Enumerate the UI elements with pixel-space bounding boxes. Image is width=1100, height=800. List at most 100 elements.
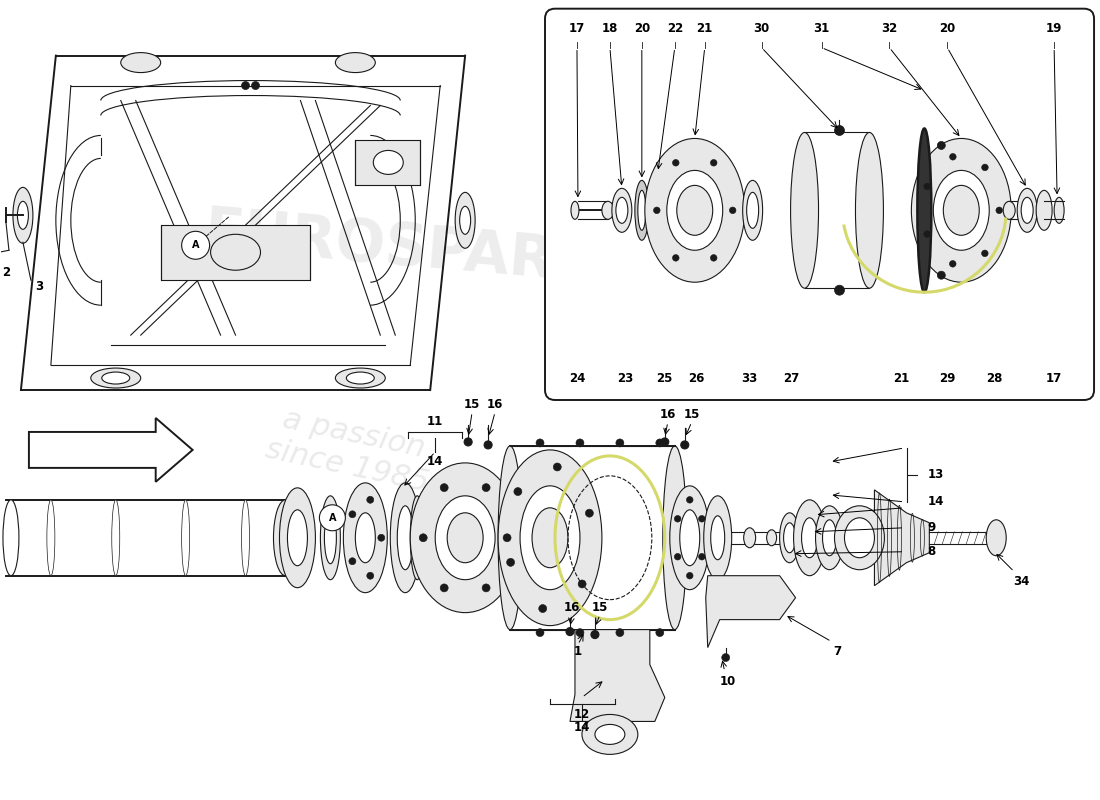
Ellipse shape <box>924 183 931 190</box>
Ellipse shape <box>343 483 387 593</box>
Ellipse shape <box>112 500 120 576</box>
Ellipse shape <box>674 554 681 560</box>
Ellipse shape <box>793 500 825 576</box>
Ellipse shape <box>648 172 668 248</box>
Polygon shape <box>29 418 192 482</box>
Ellipse shape <box>1036 190 1052 230</box>
Text: 22: 22 <box>667 22 683 35</box>
Text: 14: 14 <box>927 495 944 508</box>
Polygon shape <box>570 630 664 722</box>
Ellipse shape <box>667 170 723 250</box>
Text: 16: 16 <box>660 409 676 422</box>
Text: 28: 28 <box>986 371 1002 385</box>
Text: 27: 27 <box>783 371 800 385</box>
Text: 15: 15 <box>464 398 481 411</box>
Ellipse shape <box>791 133 818 288</box>
Text: 26: 26 <box>689 371 705 385</box>
Ellipse shape <box>729 207 736 214</box>
Ellipse shape <box>656 439 663 447</box>
Text: 31: 31 <box>813 22 829 35</box>
Ellipse shape <box>747 192 759 228</box>
Polygon shape <box>706 576 795 647</box>
Ellipse shape <box>366 496 374 503</box>
Ellipse shape <box>780 513 800 562</box>
Ellipse shape <box>3 500 19 576</box>
Ellipse shape <box>553 463 561 471</box>
Ellipse shape <box>917 129 932 292</box>
Ellipse shape <box>856 133 883 288</box>
Text: 9: 9 <box>927 522 936 534</box>
Ellipse shape <box>670 486 710 590</box>
Text: 18: 18 <box>602 22 618 35</box>
Text: A: A <box>191 240 199 250</box>
Ellipse shape <box>711 516 725 560</box>
Ellipse shape <box>482 484 491 492</box>
Ellipse shape <box>536 439 544 447</box>
Ellipse shape <box>532 508 568 568</box>
Ellipse shape <box>672 254 679 261</box>
Ellipse shape <box>320 496 340 580</box>
Ellipse shape <box>698 554 705 560</box>
Ellipse shape <box>612 188 631 232</box>
Ellipse shape <box>242 500 250 576</box>
Ellipse shape <box>996 207 1002 214</box>
Ellipse shape <box>602 202 614 219</box>
Ellipse shape <box>767 530 777 546</box>
Ellipse shape <box>419 534 427 542</box>
Text: 16: 16 <box>487 398 504 411</box>
Text: 24: 24 <box>569 371 585 385</box>
Ellipse shape <box>616 439 624 447</box>
Ellipse shape <box>1018 188 1037 232</box>
Ellipse shape <box>845 518 875 558</box>
Ellipse shape <box>366 572 374 579</box>
Text: EUROSPARES: EUROSPARES <box>201 203 639 298</box>
Text: 34: 34 <box>1013 575 1030 588</box>
Ellipse shape <box>924 230 931 238</box>
Ellipse shape <box>498 450 602 626</box>
Ellipse shape <box>591 630 598 638</box>
Ellipse shape <box>18 202 29 230</box>
Text: 13: 13 <box>927 468 944 482</box>
Ellipse shape <box>823 520 836 556</box>
Ellipse shape <box>536 629 544 637</box>
Ellipse shape <box>944 186 979 235</box>
Ellipse shape <box>663 446 686 630</box>
Ellipse shape <box>579 580 586 588</box>
Ellipse shape <box>656 629 663 637</box>
Ellipse shape <box>102 372 130 384</box>
Ellipse shape <box>686 573 693 579</box>
Ellipse shape <box>666 186 678 235</box>
Ellipse shape <box>595 725 625 745</box>
Ellipse shape <box>802 518 817 558</box>
Ellipse shape <box>686 497 693 503</box>
Ellipse shape <box>835 506 884 570</box>
Text: 20: 20 <box>634 22 650 35</box>
Ellipse shape <box>681 441 689 449</box>
Polygon shape <box>874 490 929 586</box>
Text: 19: 19 <box>1046 22 1063 35</box>
Ellipse shape <box>616 198 628 223</box>
Ellipse shape <box>711 159 717 166</box>
Ellipse shape <box>503 534 512 542</box>
Text: a passion
since 1985: a passion since 1985 <box>263 402 438 498</box>
Ellipse shape <box>1054 198 1064 223</box>
Ellipse shape <box>722 654 729 662</box>
Ellipse shape <box>373 150 404 174</box>
Ellipse shape <box>937 142 945 150</box>
Ellipse shape <box>279 488 316 588</box>
Text: 30: 30 <box>754 22 770 35</box>
Ellipse shape <box>783 522 795 553</box>
Text: 7: 7 <box>834 645 842 658</box>
Ellipse shape <box>933 170 989 250</box>
Ellipse shape <box>704 496 732 580</box>
Ellipse shape <box>410 463 520 613</box>
Ellipse shape <box>676 186 713 235</box>
Text: 8: 8 <box>927 546 936 558</box>
Text: 10: 10 <box>719 675 736 688</box>
Ellipse shape <box>566 628 574 635</box>
Text: 11: 11 <box>427 415 443 429</box>
Ellipse shape <box>744 528 756 548</box>
Text: 23: 23 <box>617 371 632 385</box>
Ellipse shape <box>324 512 337 564</box>
Ellipse shape <box>539 605 547 613</box>
